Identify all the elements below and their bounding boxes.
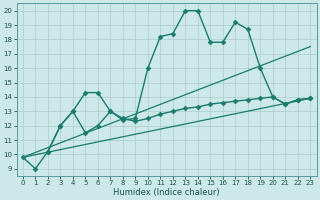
X-axis label: Humidex (Indice chaleur): Humidex (Indice chaleur) <box>113 188 220 197</box>
